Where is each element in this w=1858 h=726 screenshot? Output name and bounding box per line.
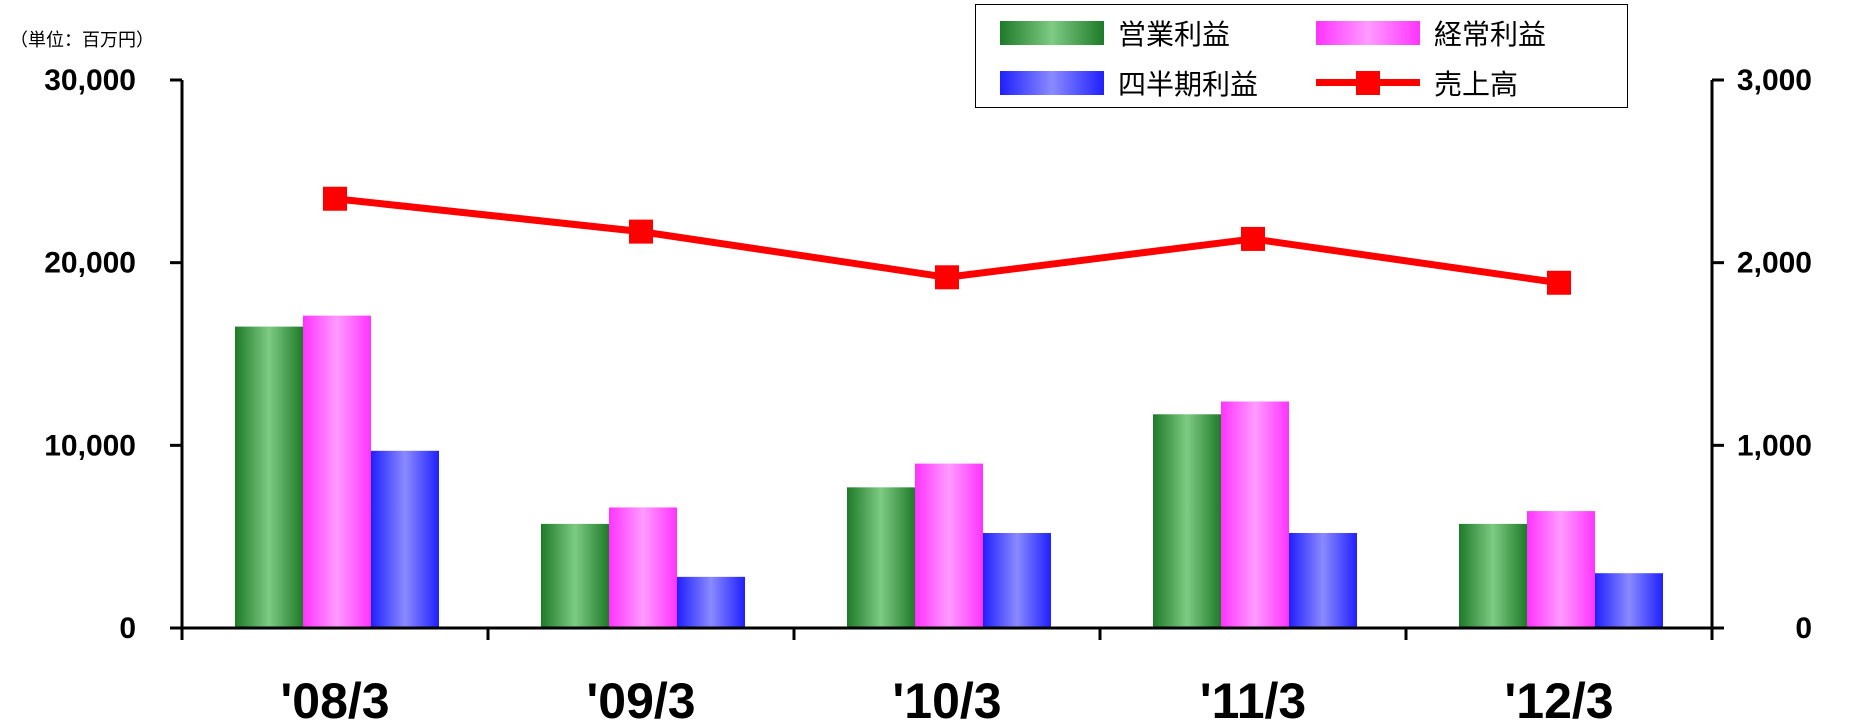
legend-line-marker	[1316, 71, 1420, 95]
legend-item-ordinary-profit: 経常利益	[1316, 13, 1546, 53]
labels-layer: 0 10,000 20,000 30,000 0 1,000 2,000 3,000 '08/3…	[44, 64, 1812, 726]
legend-swatch-magenta	[1316, 21, 1420, 45]
legend-label: 四半期利益	[1118, 68, 1259, 101]
legend-item-sales: 売上高	[1316, 63, 1518, 103]
bar-2-3	[915, 463, 983, 628]
sales-marker-5	[1547, 270, 1571, 295]
x-tick-label: '09/3	[586, 673, 695, 726]
legend-label: 営業利益	[1118, 18, 1231, 51]
bars-layer	[235, 315, 1663, 628]
y-left-tick-label: 10,000	[44, 429, 136, 462]
bar-3-2	[677, 576, 745, 628]
legend-label: 経常利益	[1434, 18, 1547, 51]
legend: 営業利益 経常利益 四半期利益 売上高	[975, 4, 1628, 108]
bar-2-2	[609, 507, 677, 628]
bar-3-3	[983, 533, 1051, 628]
x-tick-label: '10/3	[892, 673, 1001, 726]
x-tick-label: '12/3	[1504, 673, 1613, 726]
y-right-tick-label: 1,000	[1737, 429, 1812, 462]
y-left-tick-label: 30,000	[44, 64, 136, 97]
x-tick-label: '08/3	[280, 673, 389, 726]
bar-1-2	[541, 523, 609, 628]
y-right-tick-label: 0	[1795, 612, 1812, 645]
y-right-tick-label: 2,000	[1737, 247, 1812, 280]
y-left-tick-label: 20,000	[44, 247, 136, 280]
y-right-tick-label: 3,000	[1737, 64, 1812, 97]
legend-label: 売上高	[1434, 68, 1519, 101]
bar-1-1	[235, 326, 303, 628]
sales-marker-2	[629, 219, 653, 244]
bar-3-5	[1595, 573, 1663, 628]
legend-swatch-green	[1000, 21, 1104, 45]
legend-swatch-blue	[1000, 71, 1104, 95]
sales-line-layer	[323, 186, 1571, 295]
bar-1-5	[1459, 523, 1527, 628]
sales-marker-4	[1241, 226, 1265, 251]
sales-marker-3	[935, 265, 959, 290]
bar-1-4	[1153, 414, 1221, 628]
bar-2-4	[1221, 401, 1289, 628]
legend-item-quarterly-profit: 四半期利益	[1000, 63, 1258, 103]
bar-1-3	[847, 487, 915, 628]
bar-3-1	[371, 450, 439, 628]
legend-item-operating-profit: 営業利益	[1000, 13, 1230, 53]
bar-2-5	[1527, 511, 1595, 628]
y-left-tick-label: 0	[119, 612, 136, 645]
unit-label: （単位：百万円）	[10, 30, 154, 51]
bar-2-1	[303, 315, 371, 628]
bar-3-4	[1289, 533, 1357, 628]
axes-layer	[170, 78, 1724, 640]
sales-marker-1	[323, 186, 347, 211]
x-tick-label: '11/3	[1200, 673, 1306, 726]
